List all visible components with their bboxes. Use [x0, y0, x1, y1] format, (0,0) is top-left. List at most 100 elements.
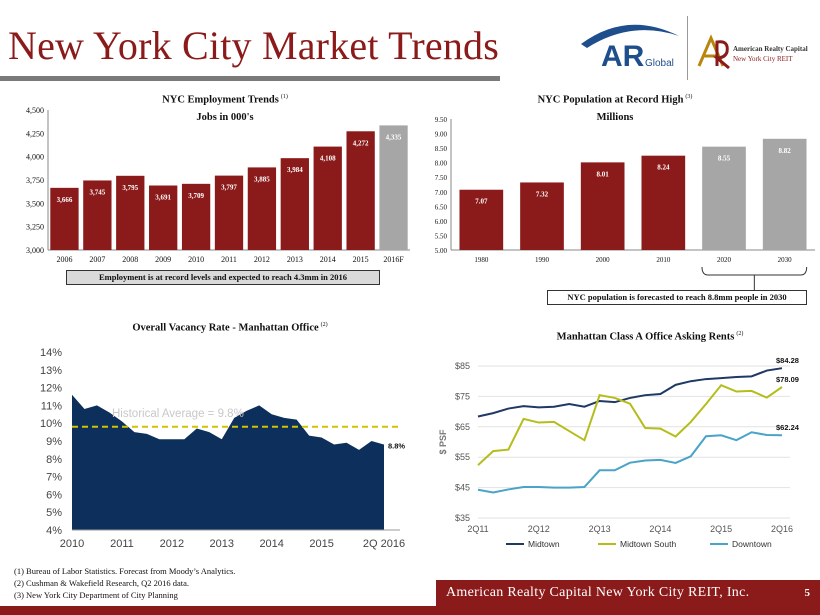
employment-xtick-label: 2007: [89, 255, 105, 264]
vacancy-ytick-label: 6%: [46, 489, 62, 501]
employment-data-label: 3,885: [254, 175, 270, 183]
population-bar: [702, 146, 746, 250]
arc-logo-line2: New York City REIT: [733, 55, 793, 63]
arc-nyc-reit-logo: American Realty Capital New York City RE…: [697, 34, 808, 70]
employment-data-label: 3,666: [57, 196, 73, 204]
rents-title-note: (2): [736, 331, 744, 337]
population-chart-subtitle: Millions: [596, 112, 634, 123]
population-forecast-bracket: [701, 266, 808, 276]
population-ytick-label: 9.00: [435, 131, 448, 139]
footnote-2: (2) Cushman & Wakefield Research, Q2 201…: [14, 578, 190, 588]
ar-global-logo: AR Global: [581, 24, 679, 73]
employment-bar: [379, 125, 408, 250]
employment-bar: [116, 175, 145, 250]
population-data-label: 7.32: [536, 190, 549, 198]
vacancy-xtick-label: 2014: [259, 538, 283, 550]
rents-legend-label: Midtown: [528, 539, 560, 549]
population-ytick-label: 8.50: [435, 145, 448, 153]
population-ytick-label: 6.00: [435, 218, 448, 226]
vacancy-ytick-label: 5%: [46, 507, 62, 519]
population-bar: [520, 182, 564, 250]
rents-legend-label: Downtown: [732, 539, 772, 549]
vacancy-ytick-label: 9%: [46, 436, 62, 448]
employment-bar: [280, 158, 309, 250]
rents-end-label: $62.24: [776, 423, 800, 432]
employment-bar-chart: 3,000 3,250 3,500 3,750 4,000 4,250 4,500 3,666…: [26, 106, 410, 264]
population-ytick-label: 7.50: [435, 174, 448, 182]
employment-data-label: 3,797: [221, 184, 237, 192]
employment-title-note: (1): [280, 94, 288, 100]
population-xtick-label: 2020: [717, 256, 732, 264]
employment-bar: [50, 187, 79, 250]
vacancy-xtick-label: 2011: [110, 538, 134, 550]
footnote-3: (3) New York City Department of City Pla…: [14, 590, 178, 600]
employment-data-label: 4,108: [320, 155, 336, 163]
employment-data-label: 3,984: [287, 166, 303, 174]
vacancy-xtick-label: 2010: [60, 538, 84, 550]
rents-end-label: $78.09: [776, 375, 799, 384]
rents-line-chart: $35 $45 $55 $65 $75 $85 $ PSF $84.28 $78.09 $62.2…: [438, 356, 800, 549]
population-xtick-label: 2030: [778, 256, 793, 264]
rents-ytick-label: $85: [455, 361, 470, 371]
population-chart-title: NYC Population at Record High (3): [490, 94, 740, 106]
vacancy-xtick-label: 2015: [309, 538, 333, 550]
vacancy-xtick-label: 2012: [160, 538, 184, 550]
rents-end-label: $84.28: [776, 356, 799, 365]
rents-legend-label: Midtown South: [620, 539, 676, 549]
population-bar: [762, 138, 807, 250]
bottom-rule: [0, 606, 820, 615]
logo-divider: [687, 16, 688, 80]
population-bar: [459, 189, 504, 250]
vacancy-ytick-label: 10%: [40, 418, 62, 430]
population-title-text: NYC Population at Record High: [537, 94, 684, 106]
employment-data-label: 4,272: [353, 139, 369, 147]
employment-ytick-label: 3,500: [26, 199, 44, 208]
population-xtick-label: 2000: [596, 256, 611, 264]
vacancy-ytick-label: 8%: [46, 454, 62, 466]
ar-global-ar-text: AR: [601, 40, 645, 73]
rents-ytick-label: $45: [455, 483, 470, 493]
population-bar: [641, 155, 686, 250]
vacancy-area: [72, 394, 384, 530]
rents-series-line: [477, 431, 783, 494]
employment-ytick-label: 4,250: [26, 129, 44, 138]
rents-xtick-label: 2Q14: [649, 524, 671, 534]
employment-xtick-label: 2013: [287, 255, 303, 264]
population-note: NYC population is forecasted to reach 8.…: [547, 290, 807, 305]
employment-xtick-label: 2012: [254, 255, 270, 264]
rents-xtick-label: 2Q13: [589, 524, 611, 534]
population-data-label: 8.82: [779, 147, 792, 155]
population-ytick-label: 6.50: [435, 203, 448, 211]
employment-xtick-label: 2008: [122, 255, 138, 264]
employment-ytick-label: 3,250: [26, 223, 44, 232]
ar-global-global-text: Global: [645, 58, 674, 69]
population-data-label: 7.07: [475, 198, 488, 206]
employment-title-text: NYC Employment Trends: [162, 94, 279, 106]
vacancy-ytick-label: 14%: [40, 347, 62, 359]
vacancy-xtick-label: 2013: [210, 538, 234, 550]
rents-ytick-label: $35: [455, 513, 470, 523]
population-bar: [580, 162, 625, 250]
ar-global-swoosh: [581, 24, 679, 48]
population-data-label: 8.55: [718, 155, 731, 163]
vacancy-title-text: Overall Vacancy Rate - Manhattan Office: [132, 322, 319, 334]
population-xtick-label: 1980: [474, 256, 489, 264]
population-data-label: 8.01: [597, 170, 610, 178]
employment-bar: [313, 146, 342, 250]
rents-xtick-label: 2Q15: [710, 524, 732, 534]
vacancy-area-chart: 4% 5% 6% 7% 8% 9% 10% 11% 12% 13% 14% Historical Av…: [40, 347, 405, 550]
page-title: New York City Market Trends: [8, 23, 500, 68]
footer-company-name: American Realty Capital New York City RE…: [446, 585, 750, 600]
population-ytick-label: 5.50: [435, 232, 448, 240]
rents-series-line: [477, 383, 783, 466]
company-logos: AR Global American Realty Capital New Yo…: [575, 14, 815, 84]
employment-bar: [83, 180, 112, 250]
employment-data-label: 4,335: [386, 133, 402, 141]
employment-bar: [346, 131, 375, 250]
population-xtick-label: 2010: [656, 256, 671, 264]
arc-logo-r-mark: [712, 40, 730, 70]
rents-y-axis-title: $ PSF: [438, 429, 448, 455]
footnotes: (1) Bureau of Labor Statistics. Forecast…: [14, 565, 235, 601]
employment-xtick-label: 2010: [188, 255, 204, 264]
employment-xtick-label: 2009: [155, 255, 171, 264]
